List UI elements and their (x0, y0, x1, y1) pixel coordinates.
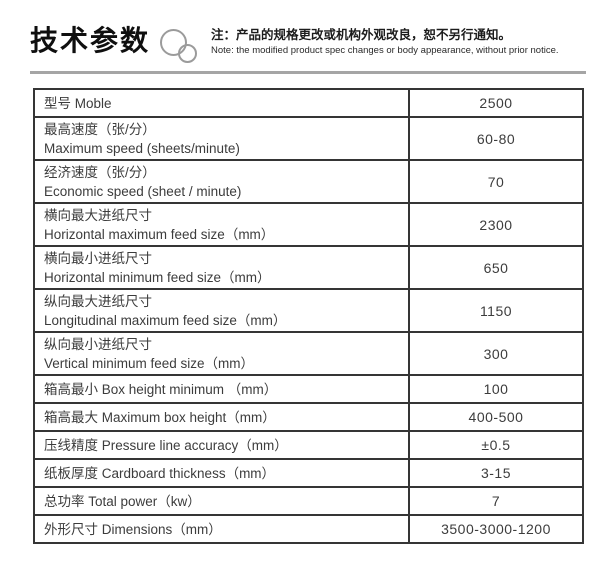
circle-small (178, 44, 198, 63)
table-row: 横向最大进纸尺寸 Horizontal maximum feed size（mm… (33, 202, 584, 247)
spec-label-line1: 横向最小进纸尺寸 (44, 250, 152, 266)
table-row: 压线精度 Pressure line accuracy（mm） ±0.5 (33, 430, 584, 460)
spec-label-line1: 纵向最大进纸尺寸 (44, 293, 152, 309)
spec-label-line1: 最高速度（张/分） (44, 121, 156, 137)
spec-label: 横向最大进纸尺寸 Horizontal maximum feed size（mm… (33, 202, 410, 247)
spec-label: 纵向最小进纸尺寸 Vertical minimum feed size（mm） (33, 331, 410, 376)
spec-value: 300 (408, 331, 584, 376)
spec-label-line1: 纵向最小进纸尺寸 (44, 336, 152, 352)
spec-label-line2: Vertical minimum feed size（mm） (44, 355, 255, 371)
spec-label: 最高速度（张/分） Maximum speed (sheets/minute) (33, 116, 410, 161)
table-row: 箱高最小 Box height minimum （mm） 100 (33, 374, 584, 404)
spec-value: 60-80 (408, 116, 584, 161)
spec-label: 纵向最大进纸尺寸 Longitudinal maximum feed size（… (33, 288, 410, 333)
spec-table: 型号 Moble 2500 最高速度（张/分） Maximum speed (s… (33, 88, 584, 544)
table-row: 经济速度（张/分） Economic speed (sheet / minute… (33, 159, 584, 204)
spec-value: 650 (408, 245, 584, 290)
spec-value: 3-15 (408, 458, 584, 488)
table-row: 最高速度（张/分） Maximum speed (sheets/minute) … (33, 116, 584, 161)
spec-value: ±0.5 (408, 430, 584, 460)
circle-large (160, 29, 188, 56)
spec-label-line1: 压线精度 Pressure line accuracy（mm） (44, 437, 288, 453)
table-row: 纸板厚度 Cardboard thickness（mm） 3-15 (33, 458, 584, 488)
table-row: 纵向最小进纸尺寸 Vertical minimum feed size（mm） … (33, 331, 584, 376)
spec-label: 型号 Moble (33, 88, 410, 118)
spec-value: 2300 (408, 202, 584, 247)
spec-label: 压线精度 Pressure line accuracy（mm） (33, 430, 410, 460)
spec-label-line1: 外形尺寸 Dimensions（mm） (44, 521, 222, 537)
spec-label-line1: 横向最大进纸尺寸 (44, 207, 152, 223)
spec-label-line1: 型号 Moble (44, 95, 112, 111)
spec-label-line1: 箱高最大 Maximum box height（mm） (44, 409, 276, 425)
header-divider (30, 71, 586, 74)
table-row: 外形尺寸 Dimensions（mm） 3500-3000-1200 (33, 514, 584, 544)
spec-label: 横向最小进纸尺寸 Horizontal minimum feed size（mm… (33, 245, 410, 290)
table-row: 型号 Moble 2500 (33, 88, 584, 118)
spec-value: 2500 (408, 88, 584, 118)
spec-label-line2: Horizontal minimum feed size（mm） (44, 269, 271, 285)
spec-value: 70 (408, 159, 584, 204)
spec-label-line2: Horizontal maximum feed size（mm） (44, 226, 275, 242)
spec-value: 400-500 (408, 402, 584, 432)
spec-label: 经济速度（张/分） Economic speed (sheet / minute… (33, 159, 410, 204)
table-row: 箱高最大 Maximum box height（mm） 400-500 (33, 402, 584, 432)
table-row: 纵向最大进纸尺寸 Longitudinal maximum feed size（… (33, 288, 584, 333)
spec-label: 纸板厚度 Cardboard thickness（mm） (33, 458, 410, 488)
spec-label: 外形尺寸 Dimensions（mm） (33, 514, 410, 544)
notice-text-zh: 注：产品的规格更改或机构外观改良，恕不另行通知。 (211, 28, 512, 42)
spec-value: 1150 (408, 288, 584, 333)
notice-text-en: Note: the modified product spec changes … (211, 45, 559, 56)
header: 技术参数 注：产品的规格更改或机构外观改良，恕不另行通知。 Note: the … (30, 24, 586, 66)
spec-label-line1: 箱高最小 Box height minimum （mm） (44, 381, 278, 397)
table-row: 横向最小进纸尺寸 Horizontal minimum feed size（mm… (33, 245, 584, 290)
spec-label-line1: 经济速度（张/分） (44, 164, 156, 180)
table-row: 总功率 Total power（kw） 7 (33, 486, 584, 516)
spec-value: 3500-3000-1200 (408, 514, 584, 544)
spec-label: 箱高最小 Box height minimum （mm） (33, 374, 410, 404)
spec-label-line2: Economic speed (sheet / minute) (44, 183, 242, 199)
spec-value: 100 (408, 374, 584, 404)
spec-label-line2: Maximum speed (sheets/minute) (44, 140, 240, 156)
spec-label: 箱高最大 Maximum box height（mm） (33, 402, 410, 432)
overlapping-circles-icon (159, 24, 205, 66)
page-title: 技术参数 (30, 25, 151, 56)
notice-block: 注：产品的规格更改或机构外观改良，恕不另行通知。 Note: the modif… (211, 24, 559, 57)
spec-label: 总功率 Total power（kw） (33, 486, 410, 516)
spec-label-line2: Longitudinal maximum feed size（mm） (44, 312, 287, 328)
spec-label-line1: 纸板厚度 Cardboard thickness（mm） (44, 465, 276, 481)
spec-label-line1: 总功率 Total power（kw） (44, 493, 201, 509)
spec-value: 7 (408, 486, 584, 516)
